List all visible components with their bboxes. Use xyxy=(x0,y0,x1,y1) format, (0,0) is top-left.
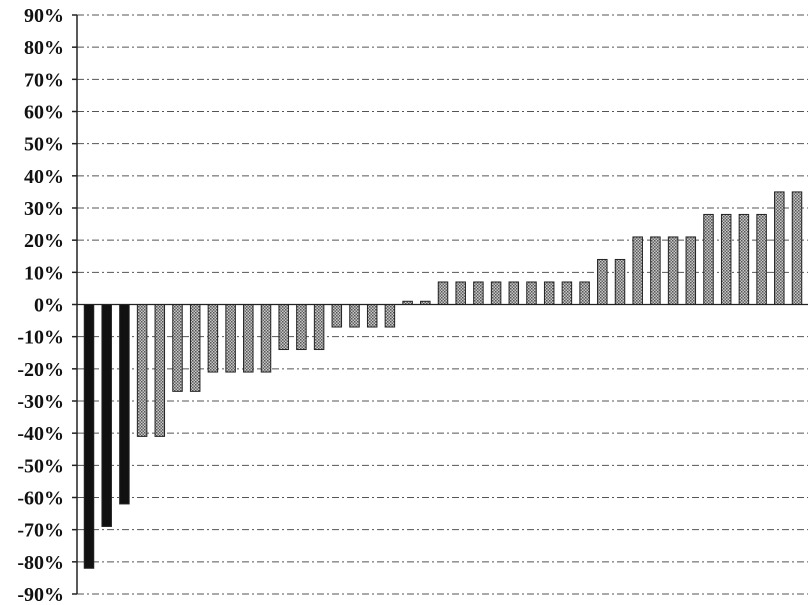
y-tick-label: 70% xyxy=(24,69,64,91)
bar xyxy=(349,304,360,328)
bar xyxy=(384,304,396,328)
y-tick-label: -50% xyxy=(17,455,64,477)
bar xyxy=(243,304,254,373)
y-tick-label: 60% xyxy=(24,102,64,124)
y-tick-label: -20% xyxy=(17,359,64,381)
bar xyxy=(526,281,537,306)
bar xyxy=(685,236,697,305)
bar xyxy=(632,236,643,305)
bar xyxy=(366,304,378,328)
bars xyxy=(83,191,803,569)
y-tick-label: 0% xyxy=(34,295,64,317)
y-tick-label: -60% xyxy=(17,488,64,510)
bar xyxy=(331,304,343,328)
bar xyxy=(119,304,130,505)
y-tick-label: -90% xyxy=(17,584,64,605)
bar xyxy=(172,304,183,392)
y-tick-label: 80% xyxy=(24,37,64,59)
y-tick-label: -40% xyxy=(17,423,64,445)
y-tick-label: -70% xyxy=(17,520,64,542)
bar xyxy=(774,191,785,306)
y-tick-label: 50% xyxy=(24,134,64,156)
bar xyxy=(136,304,148,437)
y-tick-label: -30% xyxy=(17,391,64,413)
bar xyxy=(260,304,272,373)
y-tick-label: -80% xyxy=(17,552,64,574)
bar xyxy=(738,213,750,305)
y-tick-label: 20% xyxy=(24,230,64,252)
y-tick-label: 90% xyxy=(24,5,64,27)
bar xyxy=(296,304,307,351)
bar xyxy=(791,191,803,306)
bar xyxy=(614,258,626,306)
y-axis xyxy=(72,14,808,595)
bar xyxy=(543,281,555,306)
y-tick-label: 40% xyxy=(24,166,64,188)
bar xyxy=(189,304,201,392)
bar xyxy=(703,213,714,305)
y-tick-label: 10% xyxy=(24,262,64,284)
bar xyxy=(207,304,219,373)
bar xyxy=(455,281,466,306)
y-tick-label: -10% xyxy=(17,327,64,349)
bar xyxy=(225,304,236,373)
bar xyxy=(667,236,679,305)
gridlines xyxy=(77,14,808,595)
y-tick-labels: 90% 80% 70% 60% 50% 40% 30% 20% 10% 0% -10% -20% -30… xyxy=(17,5,64,605)
bar xyxy=(508,281,520,306)
bar xyxy=(579,281,590,306)
bar xyxy=(83,304,95,569)
bar xyxy=(650,236,661,305)
bar xyxy=(278,304,289,351)
y-tick-label: 30% xyxy=(24,198,64,220)
bar xyxy=(101,304,112,527)
bar xyxy=(597,258,608,306)
bar xyxy=(720,213,732,305)
bar xyxy=(437,281,449,306)
bar xyxy=(473,281,484,306)
bar xyxy=(313,304,325,351)
bar xyxy=(154,304,166,437)
bar xyxy=(490,281,502,306)
bar xyxy=(756,213,767,305)
bar xyxy=(561,281,573,306)
